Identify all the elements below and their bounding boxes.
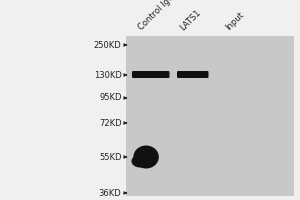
- Text: 250KD: 250KD: [94, 40, 122, 49]
- Text: 36KD: 36KD: [99, 188, 122, 198]
- Text: 55KD: 55KD: [99, 152, 122, 162]
- Ellipse shape: [131, 155, 148, 167]
- Text: Input: Input: [224, 10, 245, 32]
- FancyBboxPatch shape: [177, 71, 208, 78]
- Ellipse shape: [133, 146, 159, 168]
- Text: 72KD: 72KD: [99, 118, 122, 128]
- FancyBboxPatch shape: [126, 36, 294, 196]
- FancyBboxPatch shape: [132, 71, 170, 78]
- Text: 130KD: 130KD: [94, 71, 122, 79]
- Text: 95KD: 95KD: [99, 94, 122, 102]
- Text: LATS1: LATS1: [178, 8, 203, 32]
- Text: Control IgG: Control IgG: [136, 0, 176, 32]
